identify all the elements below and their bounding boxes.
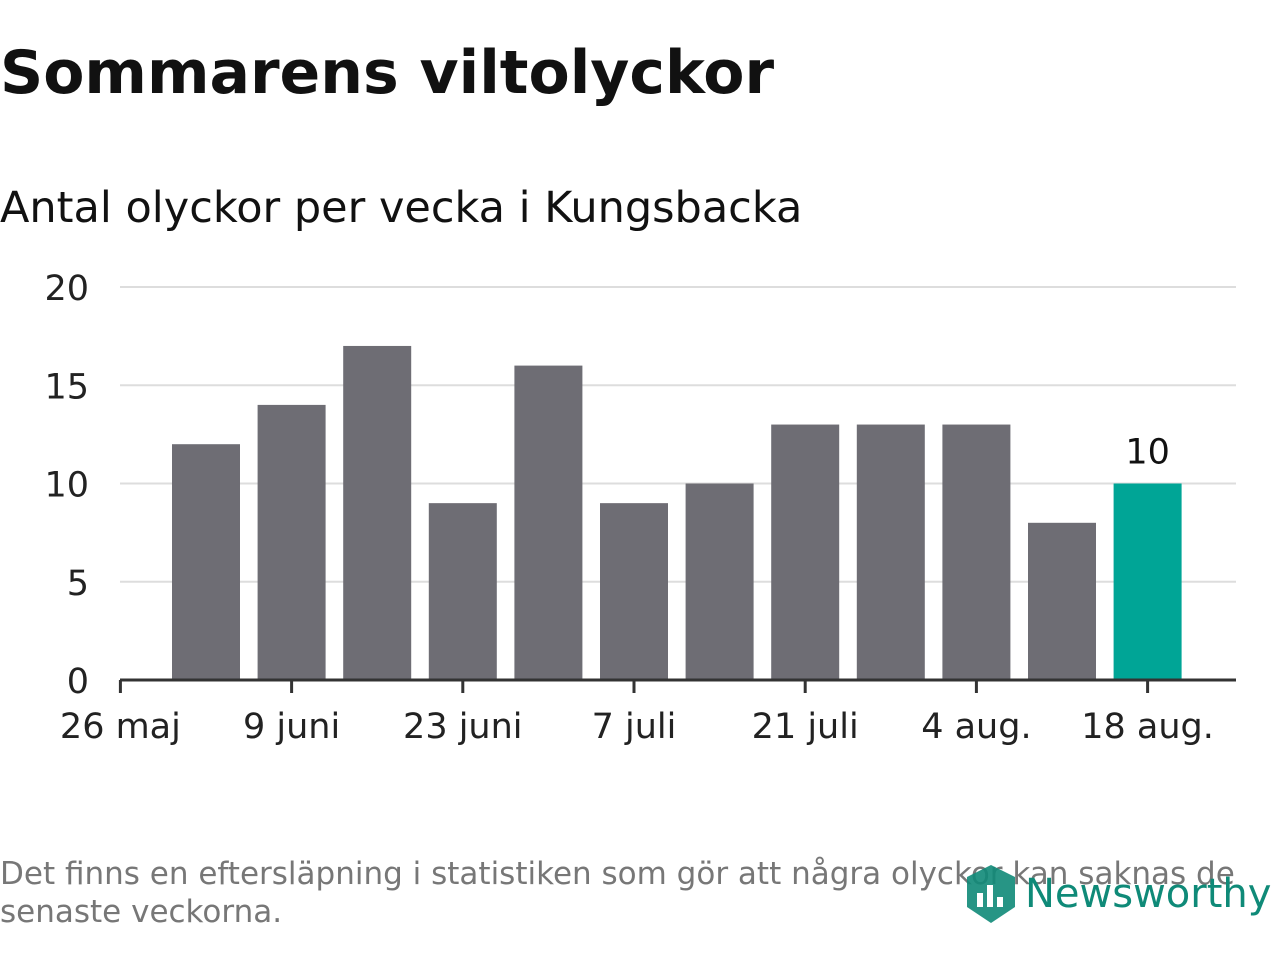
bar-7 <box>771 424 840 680</box>
x-tick-label: 9 juni <box>243 707 340 747</box>
y-tick-label: 20 <box>44 269 89 309</box>
bar-10 <box>1028 522 1096 680</box>
newsworthy-logo: Newsworthy <box>965 862 1271 926</box>
bar-chart: 0 5 10 15 20 10 26 maj 9 juni 23 juni 7 juli 21 ju… <box>44 269 1236 747</box>
bar-3 <box>428 503 497 680</box>
y-tick-label: 10 <box>44 466 89 506</box>
y-tick-label: 5 <box>67 564 89 604</box>
newsworthy-logo-icon <box>967 865 1015 923</box>
bar-4 <box>514 365 583 680</box>
x-tick-label: 7 juli <box>592 707 677 747</box>
x-tick-label: 23 juni <box>403 707 522 747</box>
y-tick-label: 0 <box>67 662 89 702</box>
bar-5 <box>600 503 668 680</box>
bar-0 <box>172 444 240 680</box>
x-tick-label: 18 aug. <box>1081 707 1214 747</box>
x-tick-label: 4 aug. <box>921 707 1031 747</box>
y-tick-label: 15 <box>44 367 89 407</box>
bar-9 <box>942 424 1011 680</box>
x-tick-label: 26 maj <box>60 707 181 747</box>
bar-2 <box>343 345 412 680</box>
chart-title: Sommarens viltolyckor <box>0 38 775 108</box>
bar-1 <box>257 404 326 680</box>
bar-6 <box>685 483 754 680</box>
x-tick-label: 21 juli <box>752 707 859 747</box>
bar-11 <box>1113 483 1182 680</box>
data-label: 10 <box>1125 433 1170 473</box>
bar-8 <box>856 424 925 680</box>
logo-text: Newsworthy <box>1025 871 1272 917</box>
footnote: Det finns en eftersläpning i statistiken… <box>0 856 1235 930</box>
chart-subtitle: Antal olyckor per vecka i Kungsbacka <box>0 183 803 233</box>
